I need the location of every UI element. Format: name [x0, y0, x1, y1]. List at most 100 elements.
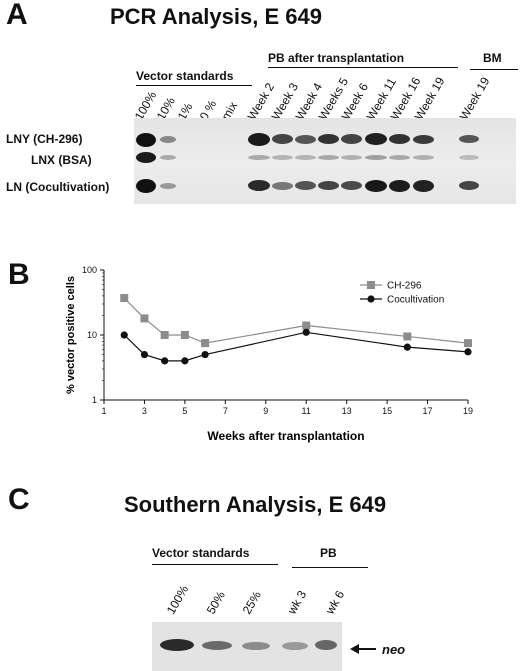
band: [389, 134, 410, 144]
band: [341, 181, 362, 190]
data-point-square: [302, 321, 311, 330]
band: [318, 134, 339, 144]
arrow-left-icon: [350, 644, 376, 654]
southern-lane-wk3: wk 3: [284, 588, 310, 617]
band: [282, 642, 308, 650]
pcr-gel: [134, 118, 516, 204]
data-point-circle: [120, 331, 128, 339]
data-point-circle: [140, 350, 149, 359]
band: [365, 133, 387, 145]
data-point-square: [464, 339, 472, 348]
data-point-circle: [201, 350, 209, 359]
x-tick-label: 9: [263, 406, 268, 416]
x-tick-label: 3: [142, 406, 147, 416]
pb-header: PB after transplantation: [268, 51, 405, 65]
southern-vector-standards-header: Vector standards: [152, 546, 250, 560]
band: [160, 183, 176, 189]
band: [272, 134, 293, 144]
band: [413, 180, 434, 192]
band: [136, 179, 156, 193]
legend-marker-square: [367, 281, 375, 289]
x-tick-label: 17: [423, 406, 433, 416]
x-tick-label: 19: [463, 406, 473, 416]
band: [365, 180, 387, 192]
row-label-ln: LN (Cocultivation): [6, 180, 110, 194]
band: [202, 641, 232, 650]
x-tick-label: 11: [302, 406, 311, 416]
band: [365, 155, 387, 160]
band: [136, 133, 156, 147]
panel-a-letter: A: [6, 0, 28, 31]
bm-rule: [470, 69, 518, 70]
band: [413, 135, 434, 144]
row-label-lnx: LNX (BSA): [31, 153, 92, 167]
bm-header: BM: [483, 51, 502, 65]
neo-label: neo: [382, 642, 406, 657]
band: [295, 135, 316, 144]
band: [248, 180, 270, 191]
x-tick-label: 7: [223, 406, 228, 416]
panel-c-title: Southern Analysis, E 649: [124, 492, 387, 517]
pb-rule: [268, 67, 458, 68]
data-point-circle: [464, 348, 472, 356]
panel-c-letter: C: [8, 483, 30, 516]
y-tick-label: 10: [87, 330, 97, 340]
legend-label: CH-296: [387, 281, 422, 292]
band: [295, 155, 316, 160]
band: [242, 642, 270, 650]
panel-b-letter: B: [8, 258, 30, 291]
data-point-square: [120, 294, 129, 303]
x-tick-label: 13: [342, 406, 352, 416]
southern-lane-wk6: wk 6: [322, 588, 348, 617]
lane-label-bm-week19: Week 19: [456, 74, 493, 123]
band: [318, 181, 339, 190]
x-tick-label: 15: [382, 406, 392, 416]
data-point-circle: [161, 357, 169, 365]
southern-pb-rule: [292, 567, 368, 568]
vector-standards-rule: [136, 85, 252, 86]
y-axis-label: % vector positive cells: [65, 276, 77, 394]
data-point-square: [201, 339, 210, 348]
band: [459, 135, 479, 143]
band: [318, 155, 339, 160]
legend-marker-circle: [367, 295, 375, 303]
data-point-square: [180, 331, 189, 339]
southern-lane-50pct: 50%: [203, 588, 228, 617]
band: [160, 155, 176, 160]
band: [341, 134, 362, 144]
x-tick-label: 1: [101, 406, 106, 416]
x-tick-label: 5: [182, 406, 187, 416]
row-label-lny: LNY (CH-296): [6, 132, 83, 146]
band: [459, 155, 479, 160]
band: [389, 180, 410, 192]
southern-pb-header: PB: [320, 546, 337, 560]
panel-a-title: PCR Analysis, E 649: [110, 4, 322, 29]
southern-blot: [152, 622, 342, 671]
band: [459, 181, 479, 190]
y-tick-label: 100: [82, 265, 97, 275]
data-point-circle: [403, 343, 411, 351]
band: [389, 155, 410, 160]
southern-lane-25pct: 25%: [239, 588, 264, 617]
band: [272, 182, 293, 190]
x-axis-label: Weeks after transplantation: [207, 429, 364, 443]
series-line-cocultivation: [123, 331, 469, 362]
legend-label: Cocultivation: [387, 295, 444, 306]
band: [315, 640, 337, 650]
data-point-square: [403, 332, 412, 341]
y-tick-label: 1: [92, 395, 97, 405]
southern-lane-100pct: 100%: [163, 582, 192, 617]
band: [341, 155, 362, 160]
band: [413, 155, 434, 160]
band: [272, 155, 293, 160]
vector-standards-header: Vector standards: [136, 69, 234, 83]
band: [160, 136, 176, 143]
band: [248, 155, 270, 160]
band: [248, 133, 270, 146]
band: [160, 639, 194, 651]
southern-vector-standards-rule: [152, 564, 278, 565]
data-point-square: [160, 331, 169, 339]
band: [295, 181, 316, 190]
data-point-square: [140, 314, 149, 323]
